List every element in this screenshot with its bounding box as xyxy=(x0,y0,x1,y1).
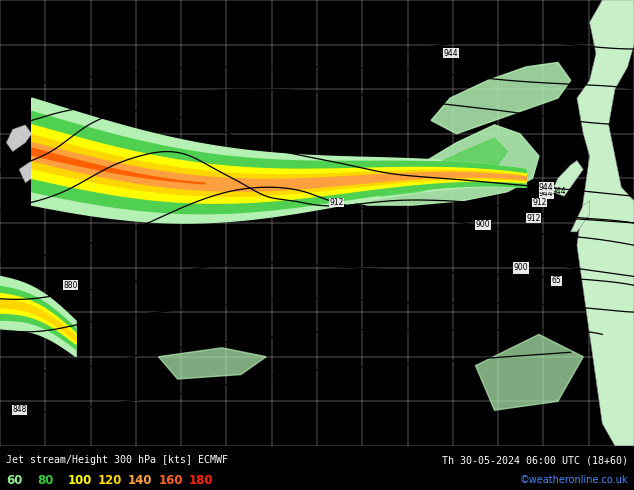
Polygon shape xyxy=(571,201,590,232)
Polygon shape xyxy=(0,299,76,341)
Polygon shape xyxy=(19,161,44,183)
Polygon shape xyxy=(32,148,205,184)
Polygon shape xyxy=(32,143,526,191)
Text: 100: 100 xyxy=(67,474,91,487)
Text: 944: 944 xyxy=(552,187,566,196)
Text: 120: 120 xyxy=(98,474,122,487)
Text: 944: 944 xyxy=(539,189,553,198)
Text: Th 30-05-2024 06:00 UTC (18+60): Th 30-05-2024 06:00 UTC (18+60) xyxy=(442,455,628,465)
Polygon shape xyxy=(552,161,583,196)
Polygon shape xyxy=(0,276,76,357)
Text: 912: 912 xyxy=(526,214,541,223)
Polygon shape xyxy=(32,98,526,223)
Polygon shape xyxy=(431,62,571,134)
Text: 180: 180 xyxy=(189,474,214,487)
Text: 900: 900 xyxy=(514,263,528,272)
Text: 848: 848 xyxy=(13,405,27,415)
Polygon shape xyxy=(577,0,634,446)
Polygon shape xyxy=(32,135,526,196)
Text: 944: 944 xyxy=(539,182,553,192)
Polygon shape xyxy=(6,125,32,151)
Text: 80: 80 xyxy=(37,474,53,487)
Text: 912: 912 xyxy=(330,198,344,207)
Polygon shape xyxy=(32,112,526,214)
Text: 60: 60 xyxy=(6,474,23,487)
Text: 65: 65 xyxy=(552,276,561,285)
Text: 880: 880 xyxy=(63,281,78,290)
Polygon shape xyxy=(158,348,266,379)
Polygon shape xyxy=(32,125,526,203)
Text: 140: 140 xyxy=(128,474,153,487)
Text: 900: 900 xyxy=(476,220,490,229)
Text: Jet stream/Height 300 hPa [kts] ECMWF: Jet stream/Height 300 hPa [kts] ECMWF xyxy=(6,455,228,465)
Polygon shape xyxy=(0,294,76,344)
Polygon shape xyxy=(349,125,539,205)
Text: 900: 900 xyxy=(514,265,528,274)
Polygon shape xyxy=(0,286,76,349)
Text: 160: 160 xyxy=(158,474,183,487)
Polygon shape xyxy=(476,334,583,410)
Polygon shape xyxy=(368,138,507,196)
Text: 912: 912 xyxy=(533,198,547,207)
Text: ©weatheronline.co.uk: ©weatheronline.co.uk xyxy=(519,475,628,485)
Text: 944: 944 xyxy=(444,49,458,58)
